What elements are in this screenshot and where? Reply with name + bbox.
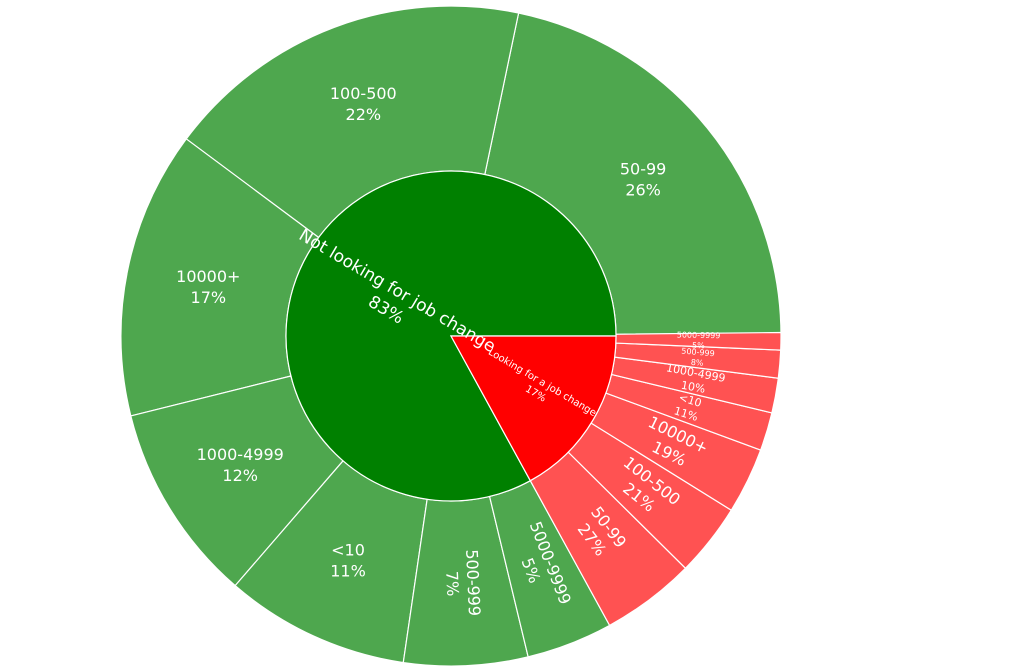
outer-label-not-looking-for-job-change-100-500: 100-500 22% bbox=[330, 84, 397, 124]
outer-label-looking-for-a-job-change-5000-9999: 5000-99995% bbox=[677, 330, 721, 350]
outer-label-looking-for-a-job-change-500-999: 500-9998% bbox=[680, 346, 715, 368]
inner-ring bbox=[285, 170, 617, 502]
outer-ring bbox=[120, 5, 782, 667]
outer-label-not-looking-for-job-change-10000plus: 10000+ 17% bbox=[176, 267, 240, 307]
outer-label-not-looking-for-job-change-1000-4999: 1000-4999 12% bbox=[197, 445, 284, 485]
outer-label-not-looking-for-job-change-50-99: 50-99 26% bbox=[620, 159, 667, 199]
outer-label-not-looking-for-job-change-500-999: 500-9997% bbox=[442, 549, 485, 618]
inner-segment-looking-for-a-job-change[interactable] bbox=[449, 335, 617, 482]
outer-label-not-looking-for-job-change-lt10: <10 11% bbox=[330, 540, 366, 580]
